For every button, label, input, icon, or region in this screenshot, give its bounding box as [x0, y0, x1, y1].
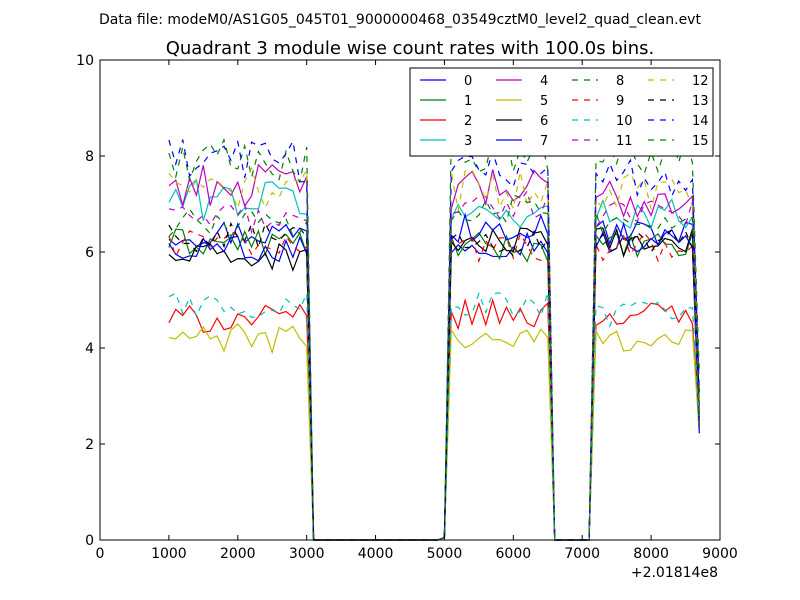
series-line-13 — [168, 221, 700, 541]
y-tick-label: 6 — [85, 245, 94, 261]
axis-ticks: 0 1000 2000 3000 4000 5000 6000 7000 8000 9000 0 2 4… — [76, 53, 738, 562]
series-line-5 — [168, 323, 700, 541]
legend-label: 10 — [616, 114, 633, 129]
series-line-12 — [168, 166, 700, 541]
x-tick-label: 4000 — [358, 546, 394, 562]
series-line-10 — [168, 291, 700, 541]
x-tick-label: 9000 — [702, 546, 738, 562]
legend-label: 6 — [540, 114, 548, 129]
x-tick-label: 1000 — [151, 546, 187, 562]
legend-label: 13 — [692, 94, 709, 109]
series-line-3 — [168, 178, 700, 541]
series-line-0 — [168, 220, 700, 541]
data-file-suptitle: Data file: modeM0/AS1G05_045T01_90000004… — [99, 12, 701, 28]
y-tick-label: 0 — [85, 533, 94, 549]
legend-label: 1 — [464, 94, 472, 109]
series-lines — [168, 133, 700, 541]
y-tick-label: 10 — [76, 53, 94, 69]
y-tick-label: 4 — [85, 341, 94, 357]
series-line-6 — [168, 227, 700, 541]
x-tick-label: 2000 — [220, 546, 256, 562]
x-tick-label: 3000 — [289, 546, 325, 562]
x-tick-label: 7000 — [564, 546, 600, 562]
x-tick-label: 6000 — [496, 546, 532, 562]
series-line-14 — [168, 139, 700, 541]
x-tick-label: 5000 — [427, 546, 463, 562]
legend-label: 15 — [692, 134, 709, 149]
chart-title: Quadrant 3 module wise count rates with … — [166, 38, 655, 59]
series-line-11 — [168, 189, 700, 541]
series-line-1 — [168, 228, 700, 541]
x-tick-label: 0 — [96, 546, 105, 562]
series-line-15 — [168, 194, 700, 541]
legend-label: 12 — [692, 74, 709, 89]
legend-label: 11 — [616, 134, 633, 149]
plot-frame — [99, 59, 721, 541]
legend-label: 2 — [464, 114, 472, 129]
series-line-9 — [168, 230, 700, 541]
legend-label: 9 — [616, 94, 624, 109]
legend-label: 5 — [540, 94, 548, 109]
y-tick-label: 2 — [85, 437, 94, 453]
legend-label: 3 — [464, 134, 472, 149]
legend-label: 7 — [540, 134, 548, 149]
legend-label: 4 — [540, 74, 548, 89]
legend-label: 0 — [464, 74, 472, 89]
legend-box — [409, 67, 714, 157]
x-offset-label: +2.01814e8 — [631, 565, 718, 581]
legend-label: 14 — [692, 114, 709, 129]
legend-label: 8 — [616, 74, 624, 89]
x-tick-label: 8000 — [633, 546, 669, 562]
y-tick-label: 8 — [85, 149, 94, 165]
series-line-2 — [168, 297, 700, 541]
